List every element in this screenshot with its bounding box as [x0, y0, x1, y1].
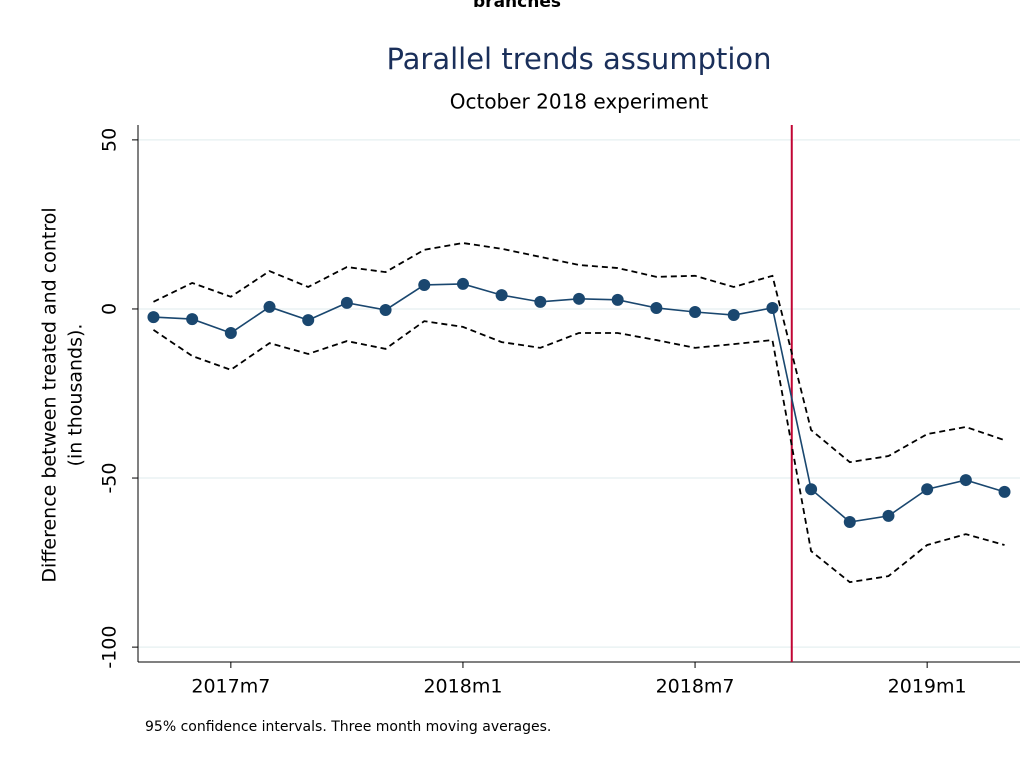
- point: [224, 326, 237, 339]
- x-tick-label: 2019m1: [888, 676, 967, 698]
- point: [418, 278, 431, 291]
- point: [186, 313, 199, 326]
- point: [147, 311, 160, 324]
- x-tick-label: 2018m1: [423, 676, 502, 698]
- point: [689, 306, 702, 319]
- point: [805, 483, 818, 496]
- point: [959, 474, 972, 487]
- point: [456, 277, 469, 290]
- point: [766, 301, 779, 314]
- point: [650, 301, 663, 314]
- point: [921, 483, 934, 496]
- cut-header: branches: [473, 0, 561, 12]
- point: [263, 300, 276, 313]
- point: [340, 296, 353, 309]
- y-tick-label: -50: [99, 463, 121, 494]
- point: [611, 293, 624, 306]
- chart-subtitle: October 2018 experiment: [450, 90, 709, 114]
- x-tick-label: 2017m7: [191, 676, 270, 698]
- point: [495, 289, 508, 302]
- chart-title: Parallel trends assumption: [386, 42, 771, 76]
- point: [573, 292, 585, 305]
- point: [727, 309, 740, 322]
- series-line: [152, 320, 1005, 584]
- x-tick-label: 2018m7: [656, 676, 735, 698]
- note: 95% confidence intervals. Three month mo…: [145, 719, 551, 735]
- point: [379, 303, 392, 316]
- point: [534, 295, 547, 308]
- y-tick-label: -100: [99, 626, 121, 669]
- y-axis-label: Difference between treated and control: [39, 207, 61, 582]
- background: [0, 14, 1034, 761]
- y-tick-label: 50: [99, 128, 121, 152]
- point: [998, 485, 1011, 498]
- point: [302, 314, 315, 327]
- y-tick-label: 0: [99, 303, 121, 315]
- y-axis-label: (in thousands).: [65, 324, 87, 467]
- point: [882, 509, 895, 522]
- point: [843, 516, 856, 529]
